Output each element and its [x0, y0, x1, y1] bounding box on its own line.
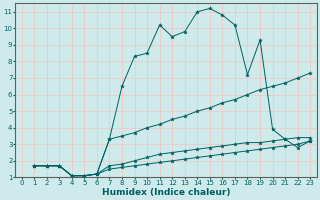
X-axis label: Humidex (Indice chaleur): Humidex (Indice chaleur) — [102, 188, 230, 197]
